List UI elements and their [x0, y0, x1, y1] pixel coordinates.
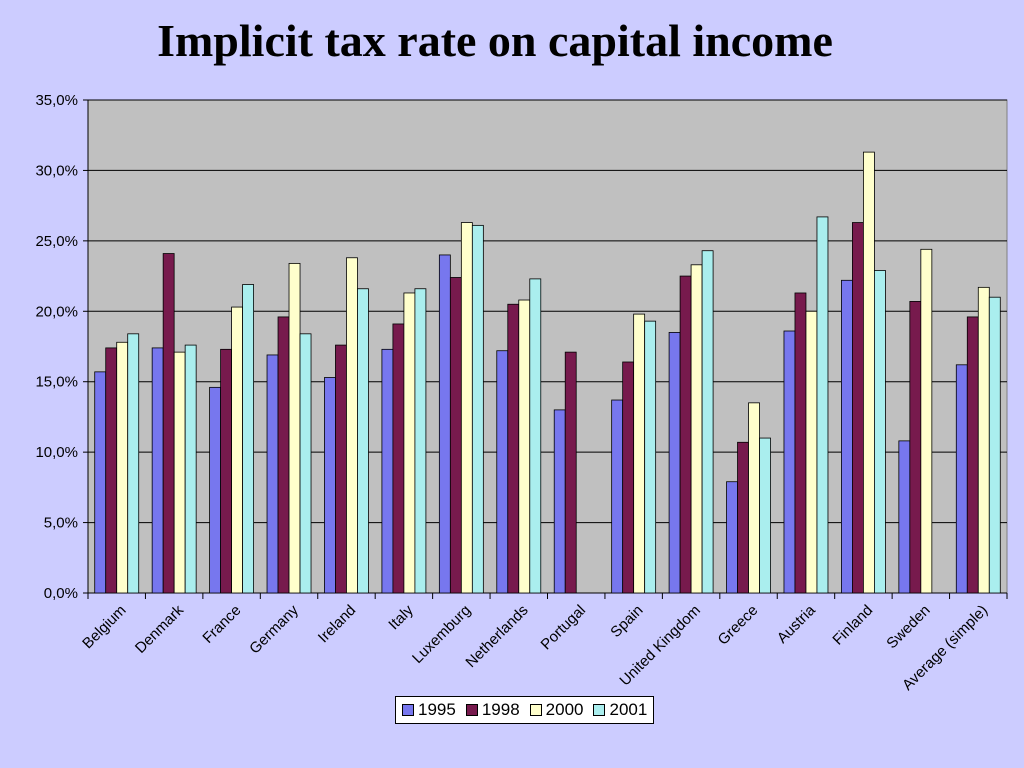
bar-1995-netherlands — [496, 350, 509, 594]
bar-2001-germany — [299, 333, 312, 594]
bar-2000-sweden — [920, 248, 933, 594]
bar-1998-belgium — [105, 347, 118, 594]
bar-2000-ireland — [346, 257, 358, 594]
bar-2001-united-kingdom — [701, 250, 714, 594]
x-tick-label: Italy — [385, 601, 417, 633]
bar-1995-spain — [611, 399, 624, 594]
legend-swatch-2001 — [593, 704, 606, 716]
bar-1998-italy — [392, 323, 405, 594]
bar-1995-finland — [841, 279, 853, 594]
x-tick-label: Denmark — [132, 601, 187, 656]
bar-1995-luxemburg — [438, 254, 451, 594]
bar-2000-average-simple- — [977, 286, 990, 594]
bar-1995-italy — [381, 348, 394, 594]
legend-item-1995: 1995 — [402, 700, 456, 720]
bar-2001-netherlands — [529, 278, 542, 594]
bar-1995-portugal — [553, 409, 566, 594]
bar-2000-finland — [863, 151, 875, 594]
bar-2001-belgium — [127, 333, 140, 594]
bar-2000-denmark — [173, 351, 186, 594]
bar-1998-finland — [852, 222, 864, 594]
bar-2001-finland — [874, 270, 886, 594]
bar-1995-average-simple- — [955, 364, 968, 594]
bar-1995-denmark — [151, 347, 164, 594]
bar-2001-ireland — [357, 288, 369, 594]
legend-swatch-1998 — [465, 704, 478, 716]
bar-2000-spain — [633, 313, 646, 594]
bar-1995-sweden — [898, 440, 911, 594]
bar-2000-france — [231, 306, 243, 594]
y-tick-label: 0,0% — [44, 585, 78, 602]
legend-label-1995: 1995 — [418, 700, 456, 719]
bar-2000-luxemburg — [460, 222, 473, 594]
bar-1995-belgium — [94, 371, 107, 594]
bar-2000-italy — [403, 292, 416, 594]
bar-2000-belgium — [116, 341, 129, 594]
bar-1995-greece — [726, 481, 738, 594]
bar-1995-austria — [783, 330, 796, 594]
legend-label-2000: 2000 — [545, 700, 584, 719]
bar-1998-austria — [794, 292, 807, 594]
x-tick-label: Finland — [829, 602, 876, 649]
x-tick-label: Ireland — [315, 602, 359, 646]
x-tick-label: Germany — [246, 601, 302, 657]
bar-2001-average-simple- — [988, 296, 1001, 594]
bar-1998-ireland — [335, 344, 347, 594]
x-tick-label: Belgium — [79, 602, 129, 652]
legend-swatch-1995 — [402, 704, 414, 716]
x-tick-label: Greece — [715, 602, 762, 649]
x-tick-label: Netherlands — [462, 602, 531, 671]
bar-1998-france — [220, 348, 232, 594]
legend-label-2001: 2001 — [609, 700, 648, 719]
legend-swatch-2000 — [529, 704, 542, 716]
bar-1998-denmark — [162, 253, 175, 594]
x-tick-label: France — [199, 602, 244, 647]
bar-2000-greece — [748, 402, 760, 594]
y-tick-label: 20,0% — [35, 303, 78, 320]
x-tick-label: Austria — [774, 601, 819, 646]
y-tick-label: 25,0% — [35, 233, 78, 250]
chart-title: Implicit tax rate on capital income — [157, 15, 833, 66]
x-tick-label: Portugal — [538, 602, 590, 654]
bar-1998-portugal — [564, 351, 577, 594]
bar-2000-united-kingdom — [690, 264, 703, 594]
bar-1995-germany — [266, 354, 279, 594]
legend-label-1998: 1998 — [481, 700, 520, 719]
legend-item-2000: 2000 — [529, 700, 584, 720]
bar-2001-italy — [414, 288, 427, 594]
legend-item-1998: 1998 — [465, 700, 520, 720]
bar-2001-greece — [759, 437, 771, 594]
bar-1998-sweden — [909, 301, 922, 594]
bar-2001-denmark — [184, 344, 197, 594]
y-tick-label: 15,0% — [35, 374, 78, 391]
y-tick-label: 30,0% — [35, 162, 78, 179]
bar-2001-france — [242, 284, 254, 594]
legend-item-2001: 2001 — [593, 700, 647, 720]
bar-1998-united-kingdom — [679, 275, 692, 594]
y-tick-label: 35,0% — [35, 92, 78, 109]
bar-1998-netherlands — [507, 303, 520, 594]
bar-2000-germany — [288, 262, 301, 594]
bar-1998-greece — [737, 441, 749, 594]
bar-1998-average-simple- — [966, 316, 979, 594]
bar-2001-luxemburg — [471, 224, 484, 594]
bar-1998-luxemburg — [449, 277, 462, 594]
bar-1998-spain — [622, 361, 635, 594]
bar-2001-austria — [816, 216, 829, 594]
bar-1995-france — [209, 386, 221, 594]
bar-2000-netherlands — [518, 299, 531, 594]
y-tick-label: 10,0% — [35, 444, 78, 461]
legend: 1995 1998 2000 2001 — [395, 696, 655, 724]
bar-1995-ireland — [324, 377, 336, 594]
bar-1998-germany — [277, 316, 290, 594]
bar-2001-spain — [644, 320, 657, 594]
y-tick-label: 5,0% — [44, 515, 78, 532]
x-tick-label: Spain — [607, 602, 646, 641]
bar-1995-united-kingdom — [668, 332, 681, 594]
x-tick-label: Sweden — [883, 602, 933, 652]
bar-2000-austria — [805, 310, 818, 594]
